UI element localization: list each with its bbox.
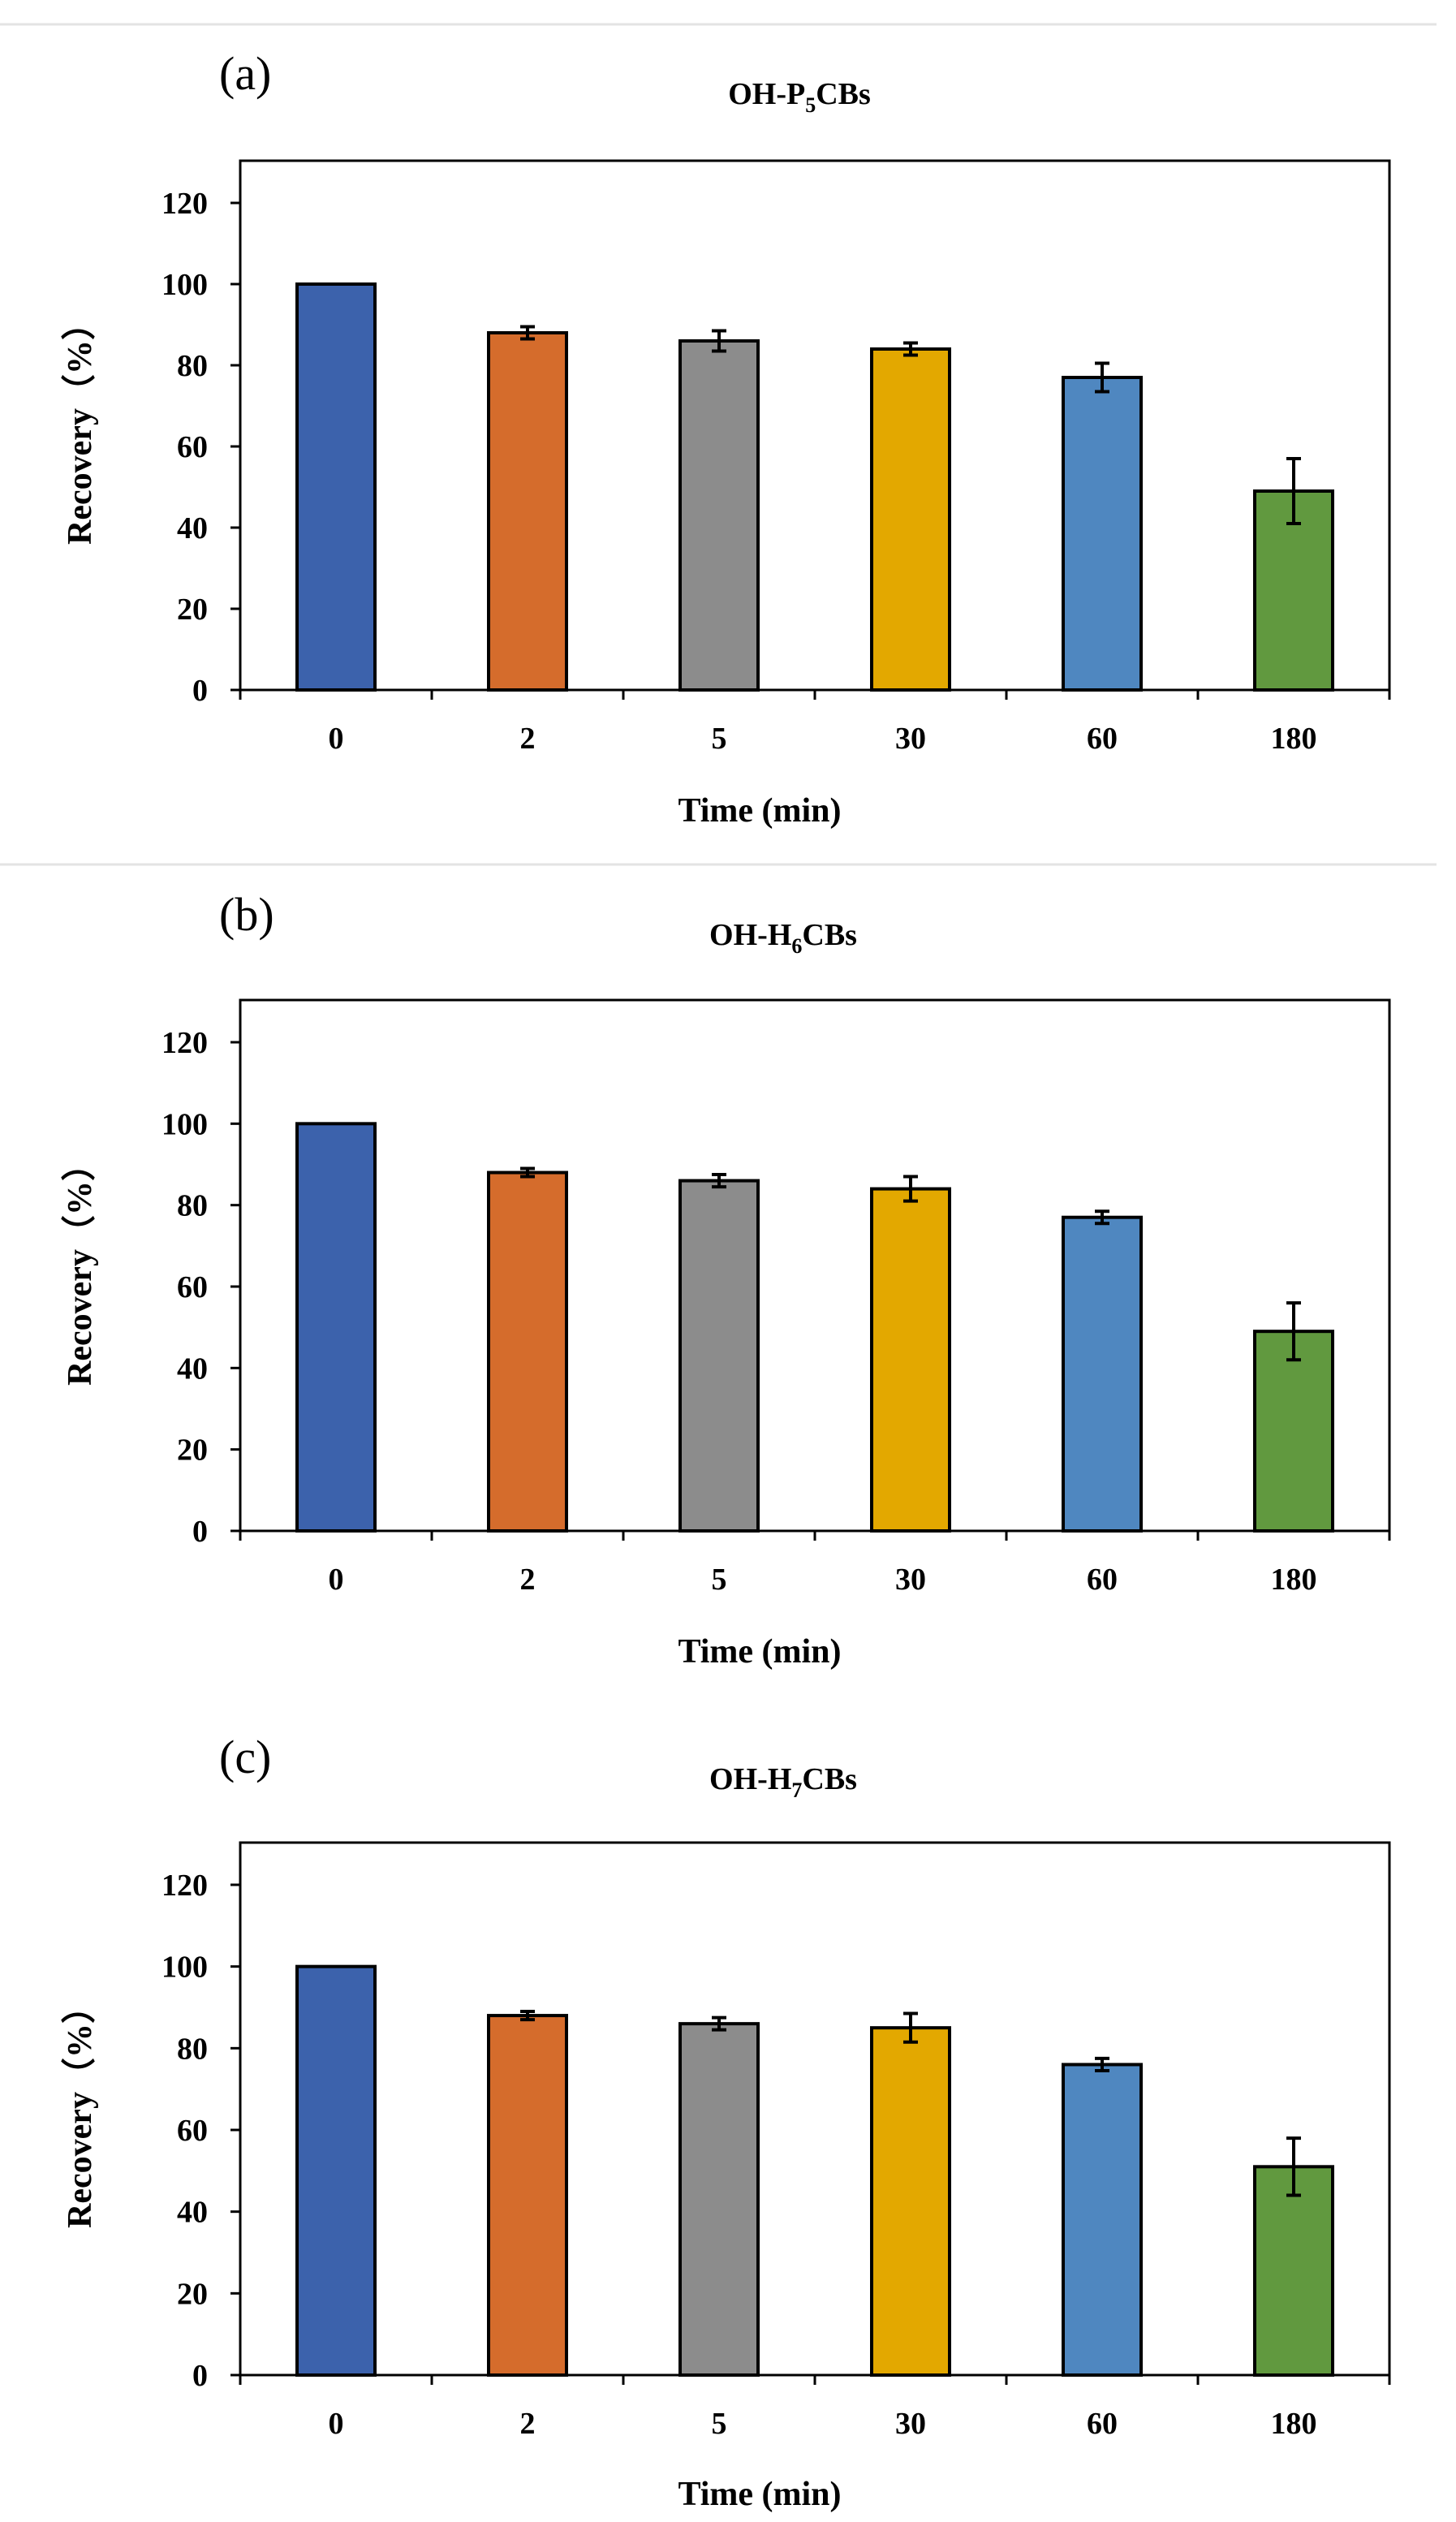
y-tick-label: 120: [162, 1026, 208, 1060]
x-ticks: 0 2 5 30 60 180: [239, 1531, 1391, 1597]
x-tick-label: 2: [520, 1563, 536, 1597]
bar: [487, 331, 568, 692]
bar: [1062, 1215, 1143, 1533]
panel-letter: (b): [219, 888, 274, 941]
bar: [487, 1170, 568, 1533]
bar: [1062, 376, 1143, 692]
y-axis-label: Recovery（%）: [61, 1990, 99, 2228]
x-tick-label: 5: [712, 1563, 727, 1597]
chart-title-subscript: 7: [791, 1778, 802, 1802]
x-axis-label: Time (min): [678, 1633, 841, 1671]
x-tick-label: 0: [329, 1563, 344, 1597]
chart-title-suffix: CBs: [802, 1762, 857, 1796]
y-tick-label: 20: [177, 1433, 208, 1468]
x-tick-label: 60: [1087, 2407, 1118, 2441]
chart-title-suffix: CBs: [802, 918, 857, 952]
x-tick-label: 30: [895, 1563, 926, 1597]
chart-title: OH-H7CBs: [709, 1762, 857, 1802]
bar: [870, 1187, 951, 1533]
y-tick-label: 0: [192, 674, 208, 708]
x-ticks: 0 2 5 30 60 180: [239, 2375, 1391, 2441]
bar: [1253, 1330, 1334, 1533]
bar: [678, 339, 760, 692]
plot-frame: [239, 159, 1391, 692]
panel-letter: (c): [219, 1731, 271, 1783]
plot-frame: [239, 1841, 1391, 2377]
bar: [487, 2014, 568, 2377]
y-tick-label: 100: [162, 268, 208, 302]
y-tick-label: 80: [177, 1189, 208, 1223]
y-ticks: 0 20 40 60 80 100 120: [162, 1026, 240, 1549]
y-tick-label: 40: [177, 2196, 208, 2230]
plot-frame: [239, 998, 1391, 1533]
bar: [295, 1964, 377, 2378]
y-tick-label: 0: [192, 2359, 208, 2393]
x-tick-label: 60: [1087, 1563, 1118, 1597]
x-tick-label: 30: [895, 722, 926, 756]
y-tick-label: 100: [162, 1951, 208, 1985]
y-tick-label: 120: [162, 187, 208, 221]
y-tick-label: 80: [177, 349, 208, 383]
bars: [295, 1964, 1334, 2378]
x-axis-label: Time (min): [678, 792, 841, 830]
error-bars: [520, 2010, 1301, 2197]
y-tick-label: 20: [177, 593, 208, 627]
bar: [295, 1122, 377, 1533]
y-tick-label: 60: [177, 430, 208, 464]
x-tick-label: 180: [1271, 2407, 1317, 2441]
error-bars: [520, 1166, 1301, 1362]
y-tick-label: 60: [177, 2114, 208, 2148]
x-tick-label: 2: [520, 722, 536, 756]
x-tick-label: 30: [895, 2407, 926, 2441]
chart-title-prefix: OH-H: [709, 1762, 791, 1796]
bars: [295, 1122, 1334, 1533]
y-tick-label: 40: [177, 1352, 208, 1386]
chart-title-prefix: OH-H: [709, 918, 791, 952]
y-tick-label: 120: [162, 1869, 208, 1903]
bar: [678, 2022, 760, 2377]
x-tick-label: 60: [1087, 722, 1118, 756]
x-tick-label: 0: [329, 722, 344, 756]
y-axis-label: Recovery（%）: [61, 306, 99, 545]
chart-title-prefix: OH-P: [728, 77, 805, 111]
chart-title-subscript: 6: [791, 934, 802, 958]
x-tick-label: 5: [712, 2407, 727, 2441]
x-tick-label: 5: [712, 722, 727, 756]
bar: [295, 282, 377, 692]
panel-letter: (a): [219, 47, 271, 100]
chart-title-suffix: CBs: [816, 77, 871, 111]
chart-title-subscript: 5: [805, 93, 816, 117]
y-tick-label: 0: [192, 1515, 208, 1549]
bars: [295, 282, 1334, 692]
error-bars: [520, 325, 1301, 525]
bar: [870, 2026, 951, 2378]
y-ticks: 0 20 40 60 80 100 120: [162, 1869, 240, 2393]
bar: [1062, 2063, 1143, 2377]
y-axis-label: Recovery（%）: [61, 1147, 99, 1386]
chart-title: OH-H6CBs: [709, 918, 857, 958]
bar: [678, 1179, 760, 1533]
bar: [1253, 2165, 1334, 2378]
y-tick-label: 80: [177, 2032, 208, 2066]
chart-title: OH-P5CBs: [728, 77, 871, 117]
x-tick-label: 180: [1271, 722, 1317, 756]
y-ticks: 0 20 40 60 80 100 120: [162, 187, 240, 708]
bar: [870, 347, 951, 692]
y-tick-label: 40: [177, 511, 208, 545]
y-tick-label: 60: [177, 1270, 208, 1304]
x-ticks: 0 2 5 30 60 180: [239, 690, 1391, 756]
x-tick-label: 2: [520, 2407, 536, 2441]
x-axis-label: Time (min): [678, 2476, 841, 2513]
x-tick-label: 0: [329, 2407, 344, 2441]
y-tick-label: 20: [177, 2277, 208, 2311]
x-tick-label: 180: [1271, 1563, 1317, 1597]
y-tick-label: 100: [162, 1107, 208, 1141]
